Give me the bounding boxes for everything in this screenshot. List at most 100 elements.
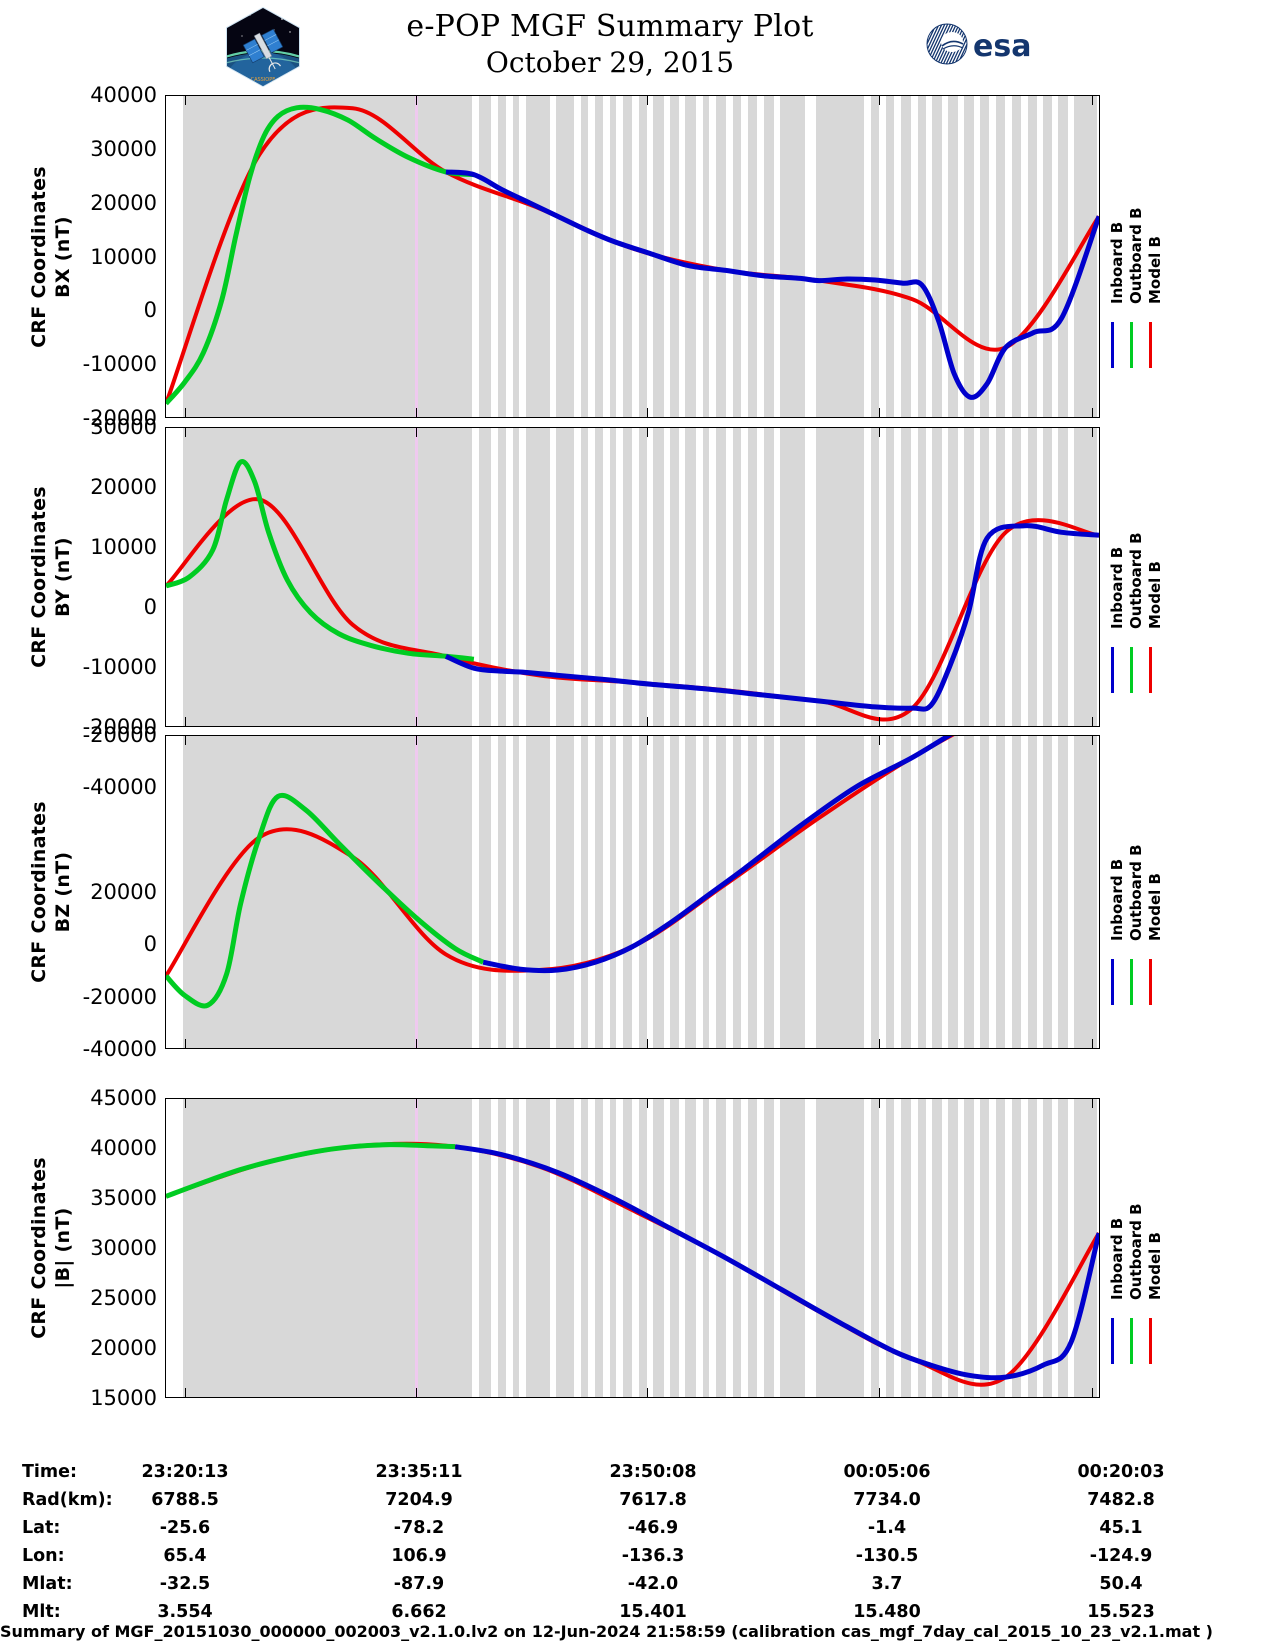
legend-label-model-b: Model B bbox=[1146, 561, 1164, 629]
data-coverage-band bbox=[1027, 736, 1037, 1048]
data-coverage-band bbox=[932, 1099, 942, 1397]
data-coverage-band bbox=[900, 1099, 911, 1397]
legend-swatch-model-b bbox=[1149, 959, 1152, 1006]
y-tick bbox=[165, 840, 166, 841]
data-coverage-band bbox=[995, 96, 1006, 417]
data-coverage-band bbox=[594, 1099, 604, 1397]
x-tick bbox=[184, 408, 186, 417]
y-tick bbox=[165, 1397, 166, 1398]
data-coverage-band bbox=[702, 96, 710, 417]
series-model-b bbox=[166, 107, 1099, 403]
data-coverage-band bbox=[512, 736, 520, 1048]
y-tick-label: 40000 bbox=[90, 827, 157, 852]
y-tick bbox=[165, 1248, 166, 1249]
series-outboard-b bbox=[166, 107, 474, 403]
data-coverage-band bbox=[525, 96, 550, 417]
table-cell: 15.523 bbox=[1087, 1602, 1155, 1622]
x-tick bbox=[647, 736, 649, 745]
x-tick bbox=[647, 428, 649, 437]
x-tick bbox=[647, 96, 649, 105]
table-cell: 7482.8 bbox=[1087, 1490, 1155, 1510]
data-coverage-band bbox=[670, 1099, 679, 1397]
x-tick bbox=[184, 1099, 186, 1108]
title-subtitle: October 29, 2015 bbox=[485, 46, 735, 79]
data-coverage-band bbox=[609, 736, 617, 1048]
series-inboard-b bbox=[455, 1147, 1099, 1378]
data-coverage-band bbox=[917, 428, 926, 726]
table-cell: 65.4 bbox=[163, 1546, 207, 1566]
y-tick bbox=[165, 1149, 166, 1150]
data-coverage-band bbox=[1058, 96, 1068, 417]
y-tick bbox=[165, 547, 166, 548]
data-coverage-band bbox=[638, 736, 647, 1048]
data-coverage-band bbox=[885, 428, 895, 726]
y-tick bbox=[165, 1298, 166, 1299]
data-coverage-band bbox=[685, 96, 697, 417]
data-coverage-band bbox=[609, 1099, 617, 1397]
series-layer bbox=[166, 736, 1099, 1048]
series-inboard-b bbox=[446, 172, 1099, 397]
y-axis-title-bz: CRF Coordinates bbox=[28, 801, 50, 983]
data-coverage-band bbox=[1011, 1099, 1022, 1397]
y-axis-unit-by: BY (nT) bbox=[52, 537, 74, 617]
table-cell: 50.4 bbox=[1099, 1574, 1143, 1594]
ephemeris-table: Time: 23:20:13 23:35:11 23:50:08 00:05:06 00:… bbox=[0, 1462, 1275, 1630]
x-tick bbox=[416, 408, 418, 417]
x-tick bbox=[1091, 96, 1093, 105]
x-tick bbox=[878, 428, 880, 437]
legend-swatch-outboard-b bbox=[1130, 1318, 1133, 1364]
y-axis-labels-bz: -20000 -40000 40000 20000 0 -20000 -40000 bbox=[0, 723, 157, 1061]
data-coverage-band bbox=[1027, 428, 1037, 726]
y-tick-label: 20000 bbox=[90, 880, 157, 904]
table-row-label: Mlat: bbox=[22, 1574, 73, 1594]
table-row-label: Lon: bbox=[22, 1546, 65, 1566]
data-coverage-band bbox=[609, 96, 617, 417]
data-coverage-band bbox=[1011, 736, 1022, 1048]
y-tick-label: 0 bbox=[143, 298, 157, 323]
y-axis-title-bmag: CRF Coordinates bbox=[28, 1157, 50, 1339]
table-cell: 00:20:03 bbox=[1077, 1462, 1165, 1482]
y-axis-labels-bmag: 45000 40000 35000 30000 25000 20000 15000 bbox=[0, 1086, 157, 1410]
data-coverage-band bbox=[995, 1099, 1006, 1397]
y-tick-label: -20000 bbox=[82, 723, 157, 747]
esa-wordmark: esa bbox=[973, 29, 1031, 64]
data-coverage-band bbox=[980, 96, 990, 417]
table-row: Rad(km): 6788.5 7204.9 7617.8 7734.0 7482.8 bbox=[0, 1490, 1275, 1518]
y-tick bbox=[165, 96, 166, 97]
table-cell: 23:50:08 bbox=[609, 1462, 697, 1482]
series-layer bbox=[166, 1099, 1099, 1397]
x-tick bbox=[647, 1099, 649, 1108]
time-marker-line bbox=[415, 736, 419, 1048]
time-marker-line bbox=[415, 96, 419, 417]
y-axis-unit-bmag: |B| (nT) bbox=[52, 1207, 74, 1289]
y-tick bbox=[165, 1347, 166, 1348]
data-coverage-band bbox=[747, 96, 758, 417]
legend-label-model-b: Model B bbox=[1146, 235, 1164, 304]
y-tick bbox=[165, 1198, 166, 1199]
data-coverage-band bbox=[747, 428, 758, 726]
data-coverage-band bbox=[525, 736, 550, 1048]
data-coverage-band bbox=[497, 428, 507, 726]
esa-logo-icon: esa bbox=[925, 22, 1045, 66]
data-coverage-band bbox=[747, 1099, 758, 1397]
table-cell: 7734.0 bbox=[853, 1490, 921, 1510]
table-row: Mlt: 3.554 6.662 15.401 15.480 15.523 bbox=[0, 1602, 1275, 1630]
y-tick-label: -10000 bbox=[82, 655, 157, 679]
table-row: Mlat: -32.5 -87.9 -42.0 3.7 50.4 bbox=[0, 1574, 1275, 1602]
data-coverage-band bbox=[594, 428, 604, 726]
x-tick bbox=[878, 1039, 880, 1048]
y-tick-label: 30000 bbox=[90, 1236, 157, 1260]
data-coverage-band bbox=[622, 428, 633, 726]
data-coverage-band bbox=[685, 736, 697, 1048]
data-coverage-band bbox=[653, 1099, 664, 1397]
data-coverage-band bbox=[1027, 96, 1037, 417]
legend-label-outboard-b: Outboard B bbox=[1127, 844, 1145, 942]
data-coverage-band bbox=[980, 428, 990, 726]
data-coverage-band bbox=[917, 736, 926, 1048]
data-coverage-band bbox=[964, 1099, 974, 1397]
plot-background bbox=[166, 428, 1099, 726]
data-coverage-band bbox=[1074, 428, 1098, 726]
data-coverage-band bbox=[780, 736, 805, 1048]
y-tick-label: -40000 bbox=[82, 775, 157, 800]
table-cell: 23:35:11 bbox=[375, 1462, 463, 1482]
